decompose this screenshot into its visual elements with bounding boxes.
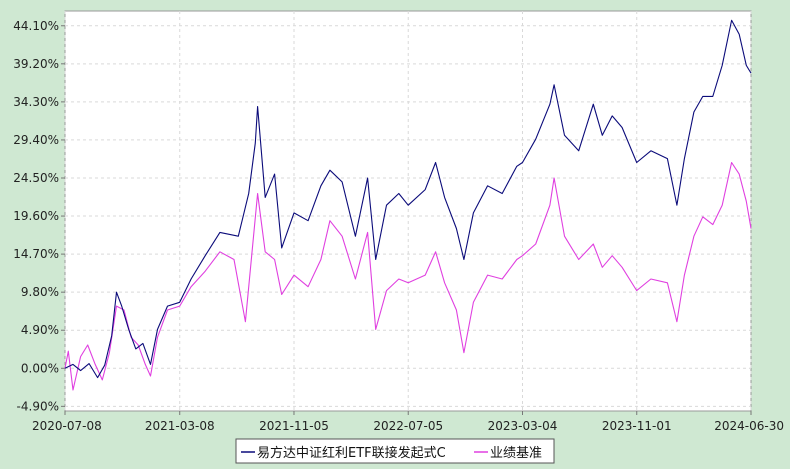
y-tick-label: 0.00% <box>21 361 59 375</box>
y-tick-label: 19.60% <box>13 209 59 223</box>
legend-label-benchmark: 业绩基准 <box>490 446 542 461</box>
x-tick-label: 2020-07-08 <box>32 419 102 433</box>
y-tick-label: 29.40% <box>13 133 59 147</box>
legend-box <box>235 438 555 464</box>
x-tick-label: 2021-11-05 <box>259 419 329 433</box>
legend: 易方达中证红利ETF联接发起式C 业绩基准 <box>235 438 555 464</box>
x-tick-label: 2024-06-30 <box>714 419 784 433</box>
legend-label-fund: 易方达中证红利ETF联接发起式C <box>257 445 446 461</box>
series-line-benchmark <box>64 161 752 391</box>
grid-layer <box>64 11 752 411</box>
x-tick-label: 2022-07-05 <box>373 419 443 433</box>
x-tick-label: 2023-03-04 <box>488 419 558 433</box>
x-axis-ticks: 2020-07-08 2021-03-08 2021-11-05 2022-07-05… <box>32 411 784 433</box>
y-tick-label: 14.70% <box>13 247 59 261</box>
y-tick-label: 24.50% <box>13 171 59 185</box>
y-tick-label: 9.80% <box>21 285 59 299</box>
y-axis-ticks: -4.90% 0.00% 4.90% 9.80% 14.70% 19.60% 24.50% 2… <box>13 19 65 413</box>
y-tick-label: 34.30% <box>13 95 59 109</box>
series-layer <box>64 19 752 391</box>
x-tick-label: 2021-03-08 <box>145 419 215 433</box>
y-tick-label: 39.20% <box>13 57 59 71</box>
series-line-fund <box>64 19 752 379</box>
y-tick-label: 4.90% <box>21 323 59 337</box>
y-tick-label: 44.10% <box>13 19 59 33</box>
x-tick-label: 2023-11-01 <box>602 419 672 433</box>
y-tick-label: -4.90% <box>17 399 59 413</box>
